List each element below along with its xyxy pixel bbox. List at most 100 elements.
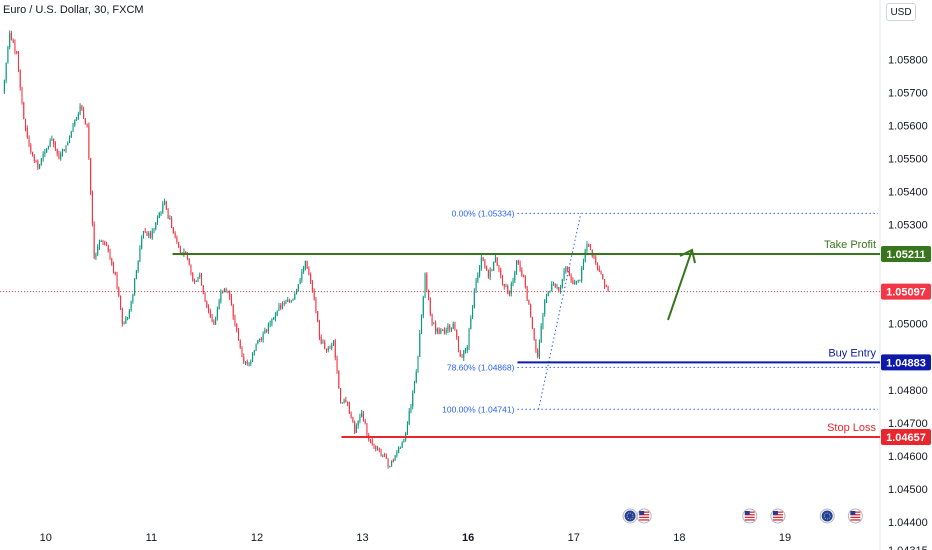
currency-selector-button[interactable]: USD bbox=[886, 3, 916, 21]
candle bbox=[234, 314, 236, 327]
candle-body bbox=[473, 290, 475, 309]
candle bbox=[598, 265, 600, 272]
eu-flag-field bbox=[624, 510, 636, 522]
candle bbox=[128, 309, 130, 320]
candle bbox=[130, 300, 132, 312]
candle bbox=[264, 327, 266, 334]
candle-body bbox=[100, 241, 102, 243]
candle bbox=[255, 343, 257, 351]
candle bbox=[424, 272, 426, 298]
candle bbox=[160, 211, 162, 217]
candle-body bbox=[310, 274, 312, 282]
candle-body bbox=[593, 255, 595, 258]
candle-body bbox=[435, 323, 437, 332]
candle-body bbox=[30, 145, 32, 152]
candle-body bbox=[278, 305, 280, 311]
candle bbox=[151, 228, 153, 240]
us-flag-stripe bbox=[639, 516, 650, 518]
candle bbox=[551, 281, 553, 292]
eu-flag-icon[interactable] bbox=[819, 508, 835, 524]
candle bbox=[118, 286, 120, 298]
economic-events[interactable] bbox=[622, 508, 863, 524]
candle-body bbox=[579, 279, 581, 281]
candle bbox=[505, 283, 507, 288]
level-buy-entry[interactable]: Buy Entry 1.04883 bbox=[517, 347, 931, 371]
candle-body bbox=[5, 62, 7, 81]
candle-body bbox=[508, 293, 511, 295]
us-flag-icon[interactable] bbox=[636, 508, 652, 524]
candle bbox=[531, 316, 533, 330]
candle-body bbox=[415, 372, 417, 383]
candle bbox=[464, 347, 467, 354]
candle bbox=[104, 240, 106, 246]
candle-body bbox=[90, 158, 92, 193]
candle-body bbox=[299, 279, 301, 285]
level-take-profit[interactable]: Take Profit 1.05211 bbox=[172, 239, 931, 263]
candle bbox=[338, 370, 340, 389]
candle-body bbox=[294, 293, 296, 299]
candle-body bbox=[355, 425, 357, 433]
candle bbox=[19, 69, 21, 91]
candle-body bbox=[10, 33, 12, 40]
candle bbox=[350, 411, 352, 419]
candle-body bbox=[156, 218, 159, 223]
fib-level-label: 0.00% (1.05334) bbox=[452, 208, 515, 218]
candle bbox=[408, 408, 410, 425]
candle-body bbox=[134, 278, 136, 295]
candle bbox=[216, 306, 218, 321]
candle-body bbox=[584, 250, 586, 261]
us-flag-icon[interactable] bbox=[742, 508, 758, 524]
candle bbox=[68, 135, 71, 144]
price-axis[interactable]: 1.05800 1.05700 1.05600 1.05500 1.05400 1.053… bbox=[888, 54, 928, 550]
candle-body bbox=[274, 315, 276, 319]
candle-body bbox=[389, 465, 391, 467]
candle bbox=[56, 148, 58, 157]
candle bbox=[436, 327, 438, 335]
candle bbox=[570, 273, 572, 283]
candle bbox=[341, 402, 343, 404]
candle-body bbox=[244, 361, 247, 363]
candle bbox=[153, 228, 155, 234]
candle bbox=[347, 401, 349, 407]
candle-body bbox=[107, 245, 109, 252]
candle-body bbox=[273, 318, 275, 320]
candle-body bbox=[200, 274, 203, 286]
candle bbox=[266, 328, 268, 334]
candle-body bbox=[315, 299, 317, 312]
candle-body bbox=[586, 244, 588, 251]
candle-body bbox=[493, 261, 495, 271]
candle-body bbox=[297, 284, 299, 292]
candle bbox=[456, 329, 458, 340]
candle bbox=[581, 266, 583, 283]
candle-body bbox=[51, 138, 53, 141]
candle-body bbox=[7, 47, 9, 63]
level-stop-loss[interactable]: Stop Loss 1.04657 bbox=[341, 422, 931, 446]
candle-body bbox=[560, 287, 562, 291]
eu-flag-icon[interactable] bbox=[622, 508, 638, 524]
candle-body bbox=[151, 231, 153, 238]
candle-body bbox=[510, 283, 512, 294]
candle-body bbox=[524, 277, 526, 287]
fib-retracement[interactable]: 0.00% (1.05334) 78.60% (1.04868) 100.00% (… bbox=[442, 208, 878, 414]
candle-body bbox=[461, 356, 463, 358]
y-tick-label: 1.04600 bbox=[888, 451, 928, 463]
us-flag-icon[interactable] bbox=[847, 508, 863, 524]
candle-body bbox=[169, 217, 171, 219]
candle-body bbox=[547, 292, 549, 297]
us-flag-icon[interactable] bbox=[770, 508, 786, 524]
candle-body bbox=[410, 406, 412, 412]
candle-body bbox=[311, 281, 313, 291]
candle bbox=[16, 50, 18, 55]
candle-body bbox=[23, 102, 25, 119]
candle bbox=[528, 299, 530, 305]
candle-body bbox=[234, 316, 236, 324]
time-axis[interactable]: 10 11 12 13 16 17 18 19 bbox=[40, 532, 791, 544]
candle-body bbox=[288, 300, 291, 302]
candle-body bbox=[561, 279, 563, 288]
candle bbox=[271, 318, 273, 327]
candle bbox=[232, 303, 234, 320]
candle bbox=[359, 413, 361, 424]
candle-body bbox=[575, 280, 577, 283]
